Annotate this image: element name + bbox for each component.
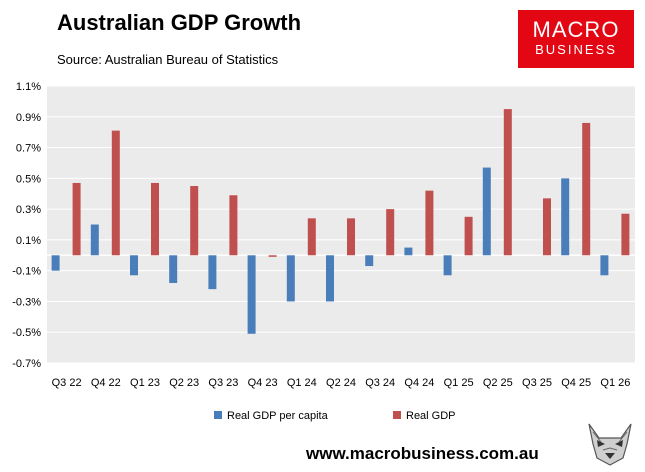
bar-real-gdp [72, 182, 81, 256]
bar-gdp-per-capita [208, 255, 217, 290]
bar-real-gdp [229, 195, 238, 256]
x-tick-label: Q3 25 [522, 377, 552, 389]
x-tick-label: Q1 24 [287, 377, 317, 389]
x-tick-label: Q2 24 [326, 377, 356, 389]
bar-gdp-per-capita [600, 255, 609, 276]
x-tick-label: Q3 24 [365, 377, 395, 389]
bar-gdp-per-capita [130, 255, 138, 276]
macrobusiness-logo: MACRO BUSINESS [518, 10, 634, 68]
x-tick-label: Q3 23 [208, 377, 238, 389]
y-tick-label: 0.9% [16, 112, 41, 124]
y-tick-label: -0.3% [12, 296, 41, 308]
bar-real-gdp [386, 209, 395, 256]
y-tick-label: -0.5% [12, 327, 41, 339]
legend-swatch [214, 411, 222, 419]
wolf-mascot-icon [583, 420, 637, 466]
x-tick-label: Q2 25 [483, 377, 513, 389]
x-tick-label: Q4 25 [561, 377, 591, 389]
bar-gdp-per-capita [51, 255, 60, 271]
x-tick-label: Q2 23 [169, 377, 199, 389]
bar-real-gdp [582, 122, 591, 256]
logo-line-2: BUSINESS [535, 42, 617, 57]
legend-label: Real GDP [406, 410, 456, 422]
x-tick-label: Q4 22 [91, 377, 121, 389]
legend-swatch [393, 411, 401, 419]
bar-real-gdp [621, 213, 630, 256]
chart-source: Source: Australian Bureau of Statistics [57, 52, 279, 67]
bars [51, 109, 630, 334]
bar-real-gdp [151, 182, 159, 256]
bar-gdp-per-capita [365, 255, 374, 267]
y-tick-label: 0.3% [16, 204, 41, 216]
bar-gdp-per-capita [326, 255, 334, 302]
bar-gdp-per-capita [247, 255, 256, 334]
bar-real-gdp [111, 130, 120, 256]
y-axis-ticks: 1.1% 0.9% 0.7% 0.5% 0.3% 0.1% -0.1% -0.3% -0.5% -… [12, 81, 41, 370]
bar-real-gdp [543, 198, 551, 256]
y-tick-label: -0.1% [12, 266, 41, 278]
y-tick-label: 0.1% [16, 235, 41, 247]
bar-real-gdp [268, 255, 277, 257]
x-tick-label: Q1 25 [444, 377, 474, 389]
bar-gdp-per-capita [286, 255, 295, 302]
bar-gdp-per-capita [561, 178, 570, 256]
x-tick-label: Q4 24 [404, 377, 434, 389]
bar-real-gdp [503, 109, 512, 256]
bar-real-gdp [425, 190, 434, 256]
bar-real-gdp [190, 186, 199, 256]
bar-real-gdp [347, 218, 355, 256]
x-axis-ticks: Q3 22 Q4 22 Q1 23 Q2 23 Q3 23 Q4 23 Q1 24 Q2 24… [52, 377, 631, 389]
x-tick-label: Q1 26 [600, 377, 630, 389]
bar-gdp-per-capita [169, 255, 178, 283]
bar-gdp-per-capita [443, 255, 452, 276]
website-url: www.macrobusiness.com.au [306, 444, 539, 463]
bar-gdp-per-capita [90, 224, 99, 256]
x-tick-label: Q4 23 [248, 377, 278, 389]
y-tick-label: 1.1% [16, 81, 41, 93]
grid-lines [47, 85, 635, 364]
y-tick-label: 0.5% [16, 173, 41, 185]
x-tick-label: Q1 23 [130, 377, 160, 389]
bar-real-gdp [464, 216, 473, 256]
plot-area [47, 86, 635, 363]
x-tick-label: Q3 22 [52, 377, 82, 389]
y-tick-label: -0.7% [12, 358, 41, 370]
logo-line-1: MACRO [532, 17, 620, 42]
y-tick-label: 0.7% [16, 143, 41, 155]
bar-real-gdp [307, 218, 316, 256]
legend-label: Real GDP per capita [227, 410, 329, 422]
legend: Real GDP per capita Real GDP [214, 410, 456, 422]
bar-gdp-per-capita [404, 247, 413, 256]
chart-title: Australian GDP Growth [57, 10, 302, 35]
bar-gdp-per-capita [482, 167, 491, 256]
